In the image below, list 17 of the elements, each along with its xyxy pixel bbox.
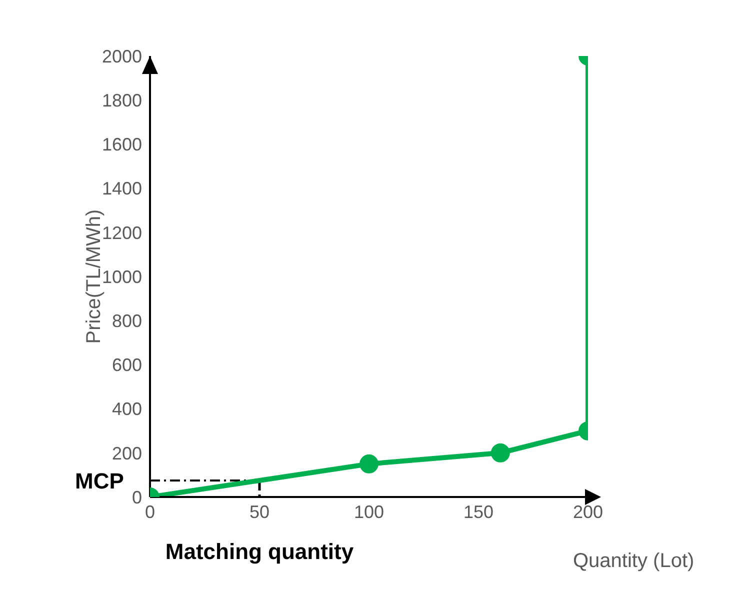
x-tick-label: 150 (463, 502, 494, 522)
y-tick-label: 0 (132, 487, 142, 508)
y-tick-label: 1600 (102, 134, 142, 155)
x-tick-label: 100 (354, 502, 384, 522)
y-tick-label: 600 (112, 355, 142, 376)
annotation: Matching quantity (165, 539, 354, 564)
x-tick-label: 0 (144, 502, 156, 522)
x-tick-label: 200 (572, 502, 604, 522)
y-tick-label: 2000 (102, 46, 142, 66)
y-tick-label: 1800 (102, 90, 142, 110)
x-tick-label: 50 (249, 502, 270, 522)
y-tick-label: 400 (112, 399, 142, 420)
x-axis-title: Quantity (Lot) (573, 550, 694, 572)
y-tick-label: 200 (112, 443, 142, 464)
y-tick-label: 800 (112, 310, 142, 331)
ref-line-label: MCP (75, 468, 124, 494)
y-tick-label: 1400 (102, 178, 142, 199)
